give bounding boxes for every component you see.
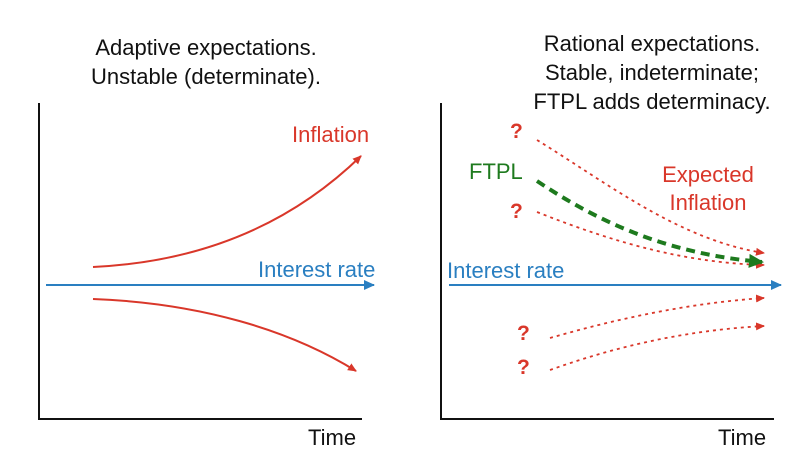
right-panel-title: Rational expectations. Stable, indetermi… [502, 29, 802, 116]
right-interest-rate-label: Interest rate [447, 258, 565, 283]
left-title-line-2: Unstable (determinate). [91, 64, 321, 89]
left-time-label: Time [308, 425, 357, 450]
question-mark-third: ? [517, 322, 530, 345]
right-expected-path-third [549, 294, 765, 339]
left-title-line-1: Adaptive expectations. [95, 35, 317, 60]
right-title-line-2: Stable, indeterminate; [544, 60, 760, 85]
question-mark-second: ? [510, 200, 523, 223]
right-time-label: Time [718, 425, 767, 450]
left-inflation-upper-curve [92, 155, 362, 268]
left-inflation-label: Inflation [292, 122, 370, 147]
question-mark-bottom: ? [517, 356, 530, 379]
expected-label-line-2: Inflation [669, 190, 747, 215]
left-inflation-lower-curve [92, 298, 357, 372]
right-title-line-1: Rational expectations. [543, 31, 761, 56]
ftpl-label: FTPL [469, 159, 523, 184]
left-interest-rate-label: Interest rate [258, 257, 376, 282]
expected-inflation-label: Expected Inflation [656, 161, 760, 217]
right-expected-path-bottom [549, 322, 765, 371]
right-title-line-3: FTPL adds determinacy. [533, 89, 771, 114]
left-panel-title: Adaptive expectations. Unstable (determi… [56, 33, 356, 91]
right-ftpl-path [535, 179, 764, 268]
question-mark-top: ? [510, 120, 523, 143]
expected-label-line-1: Expected [662, 162, 754, 187]
